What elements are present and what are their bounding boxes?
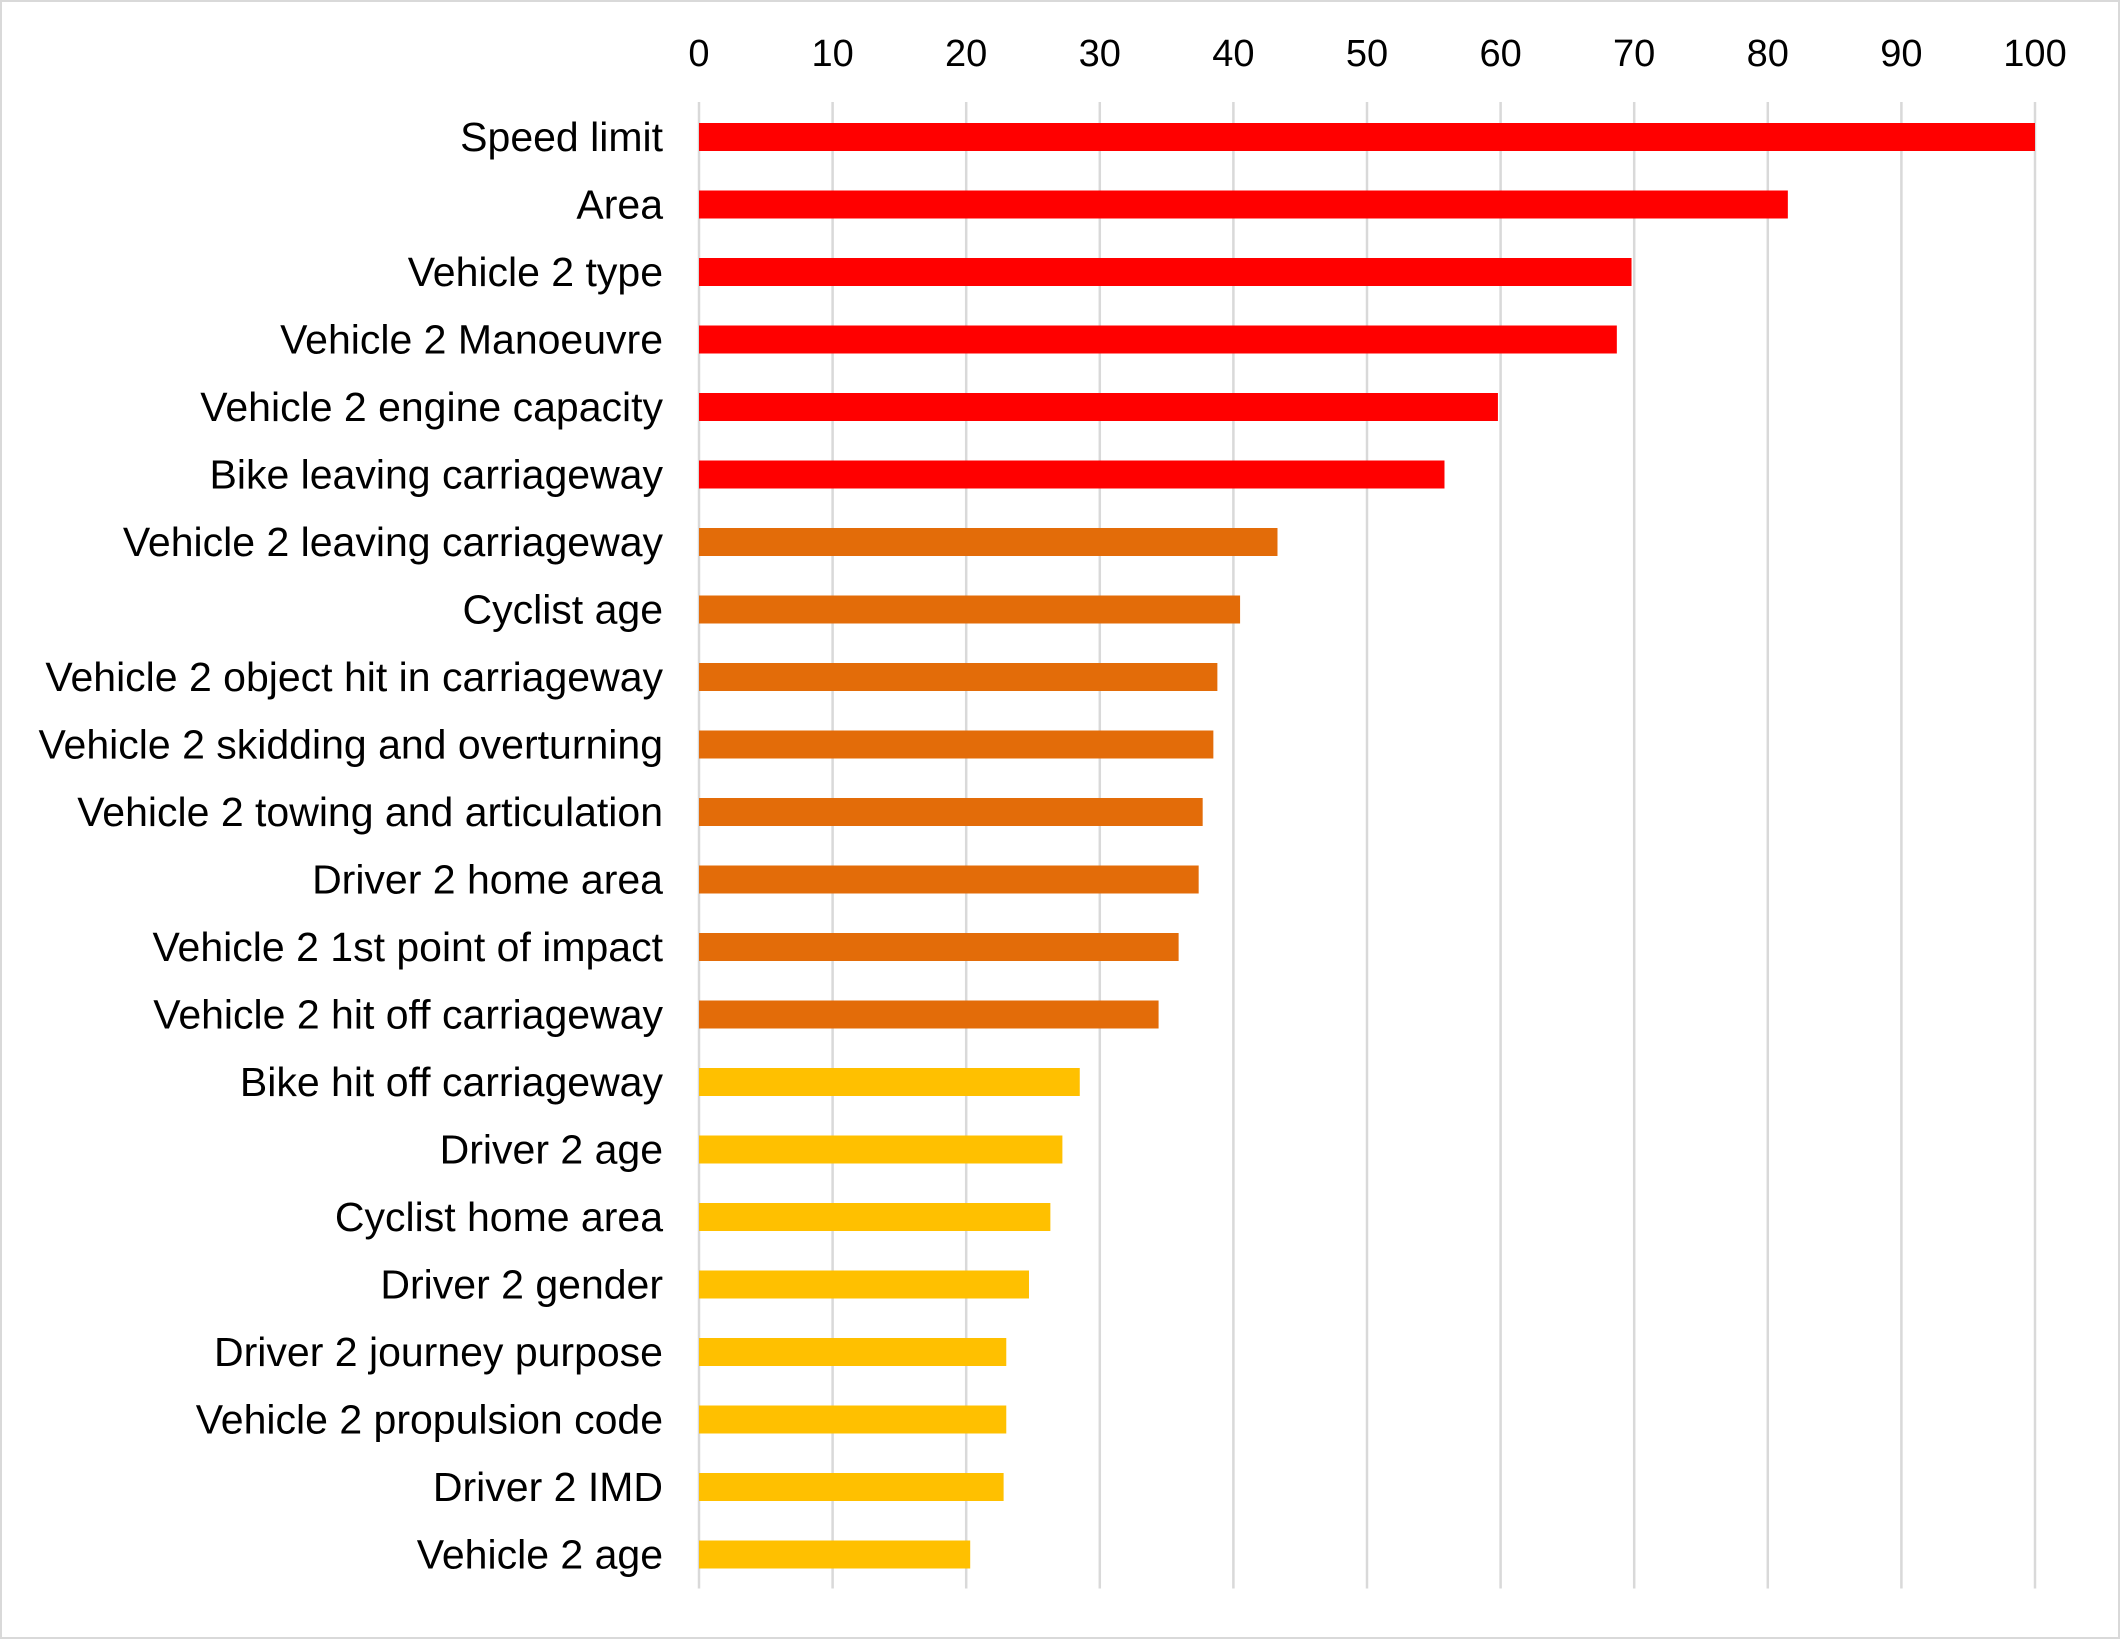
bar-16 bbox=[699, 1135, 1063, 1164]
bar-8 bbox=[699, 595, 1241, 624]
x-tick-label-80: 80 bbox=[1747, 33, 1789, 75]
category-labels: Speed limit Area Vehicle 2 type Vehicle 2 M… bbox=[38, 114, 663, 1578]
bar-13 bbox=[699, 933, 1179, 961]
category-label-16: Driver 2 age bbox=[440, 1127, 663, 1173]
category-label-17: Cyclist home area bbox=[335, 1194, 663, 1240]
x-tick-label-50: 50 bbox=[1346, 33, 1388, 75]
category-label-4: Vehicle 2 Manoeuvre bbox=[280, 317, 663, 363]
bar-17 bbox=[699, 1203, 1051, 1231]
category-label-8: Cyclist age bbox=[462, 587, 663, 633]
bar-20 bbox=[699, 1405, 1007, 1434]
category-label-13: Vehicle 2 1st point of impact bbox=[152, 924, 663, 970]
category-label-9: Vehicle 2 object hit in carriageway bbox=[45, 654, 663, 700]
bar-3 bbox=[699, 258, 1632, 286]
bar-12 bbox=[699, 865, 1199, 894]
bar-4 bbox=[699, 325, 1617, 354]
bars bbox=[699, 123, 2035, 1569]
x-tick-label-20: 20 bbox=[945, 33, 987, 75]
x-tick-label-90: 90 bbox=[1880, 33, 1922, 75]
category-label-3: Vehicle 2 type bbox=[408, 249, 663, 295]
bar-1 bbox=[699, 123, 2035, 151]
x-tick-label-40: 40 bbox=[1212, 33, 1254, 75]
category-label-10: Vehicle 2 skidding and overturning bbox=[38, 722, 663, 768]
x-tick-label-70: 70 bbox=[1613, 33, 1655, 75]
category-label-6: Bike leaving carriageway bbox=[209, 452, 663, 498]
x-axis-tick-labels: 0 10 20 30 40 50 60 70 80 90 100 bbox=[688, 33, 2066, 75]
bar-2 bbox=[699, 190, 1788, 219]
x-tick-label-60: 60 bbox=[1479, 33, 1521, 75]
bar-5 bbox=[699, 393, 1498, 421]
category-label-12: Driver 2 home area bbox=[312, 857, 663, 903]
category-label-7: Vehicle 2 leaving carriageway bbox=[123, 519, 664, 565]
category-label-21: Driver 2 IMD bbox=[433, 1464, 663, 1510]
x-tick-label-30: 30 bbox=[1079, 33, 1121, 75]
x-tick-label-0: 0 bbox=[688, 33, 709, 75]
bar-22 bbox=[699, 1540, 971, 1569]
category-label-5: Vehicle 2 engine capacity bbox=[200, 384, 663, 430]
category-label-19: Driver 2 journey purpose bbox=[214, 1329, 663, 1375]
category-label-11: Vehicle 2 towing and articulation bbox=[77, 789, 663, 835]
bar-7 bbox=[699, 528, 1278, 556]
bar-6 bbox=[699, 460, 1445, 489]
bar-21 bbox=[699, 1473, 1004, 1501]
bar-19 bbox=[699, 1338, 1007, 1366]
x-tick-label-10: 10 bbox=[811, 33, 853, 75]
category-label-22: Vehicle 2 age bbox=[417, 1532, 663, 1578]
category-label-15: Bike hit off carriageway bbox=[240, 1059, 664, 1105]
x-tick-label-100: 100 bbox=[2003, 33, 2066, 75]
category-label-2: Area bbox=[576, 182, 663, 228]
category-label-20: Vehicle 2 propulsion code bbox=[196, 1397, 663, 1443]
bar-11 bbox=[699, 798, 1203, 826]
bar-9 bbox=[699, 663, 1218, 691]
bar-15 bbox=[699, 1068, 1080, 1096]
category-label-14: Vehicle 2 hit off carriageway bbox=[153, 992, 663, 1038]
category-label-18: Driver 2 gender bbox=[380, 1262, 663, 1308]
category-label-1: Speed limit bbox=[460, 114, 663, 160]
bar-18 bbox=[699, 1270, 1029, 1299]
bar-14 bbox=[699, 1000, 1159, 1029]
bar-10 bbox=[699, 730, 1214, 759]
